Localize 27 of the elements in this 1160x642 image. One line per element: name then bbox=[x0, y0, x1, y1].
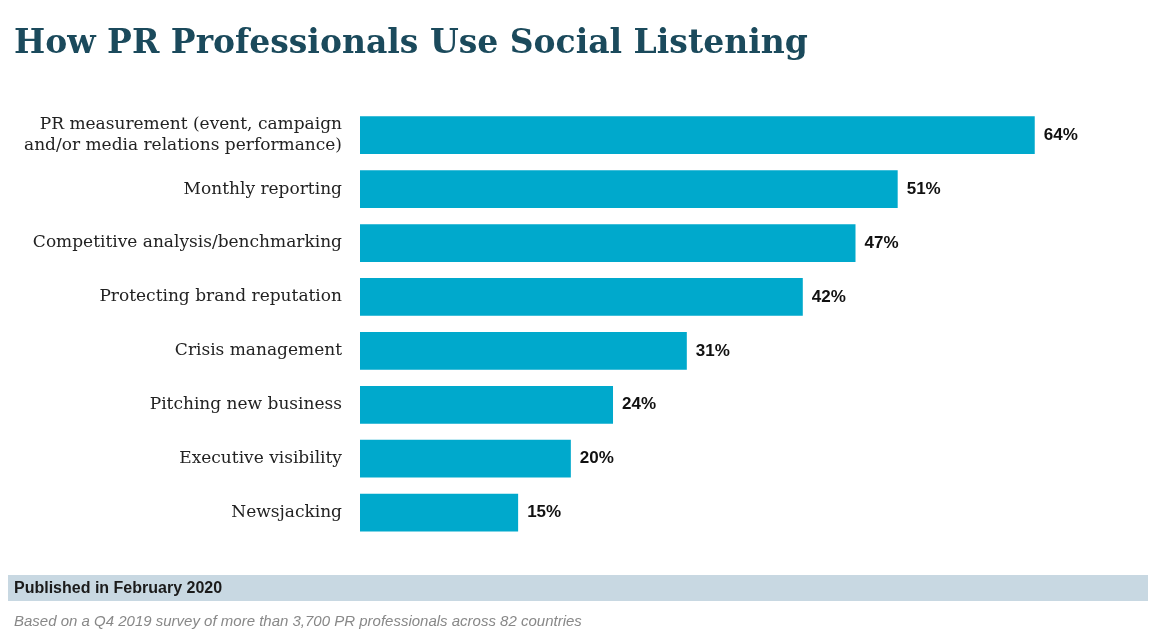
y-tick-label: Monthly reporting bbox=[183, 177, 343, 198]
bar bbox=[359, 493, 519, 532]
data-label: 51% bbox=[906, 178, 941, 198]
bar bbox=[359, 170, 898, 208]
y-tick-label: PR measurement (event, campaign and/or media relations performance) bbox=[23, 113, 343, 154]
bar bbox=[359, 331, 687, 370]
y-tick-label: Executive visibility bbox=[179, 447, 343, 468]
data-label: 64% bbox=[1043, 124, 1078, 144]
chart-title: How PR Professionals Use Social Listening bbox=[14, 22, 808, 61]
data-label: 47% bbox=[864, 232, 899, 252]
y-tick-label: Protecting brand reputation bbox=[99, 285, 343, 306]
y-tick-label: Newsjacking bbox=[231, 501, 343, 522]
data-label: 24% bbox=[622, 394, 657, 414]
y-tick-label: Competitive analysis/benchmarking bbox=[32, 231, 343, 252]
data-label: 15% bbox=[527, 502, 562, 522]
bar bbox=[359, 278, 803, 316]
text: Published in February 2020 bbox=[8, 575, 1148, 601]
y-tick-label: Crisis management bbox=[174, 339, 343, 360]
bar bbox=[359, 116, 1035, 155]
data-label: 42% bbox=[811, 286, 846, 306]
bar bbox=[359, 385, 614, 424]
bar bbox=[359, 439, 571, 478]
text: Based on a Q4 2019 survey of more than 3,700 PR professionals across 82 countries bbox=[14, 612, 582, 629]
bar bbox=[359, 224, 856, 262]
y-tick-label: Pitching new business bbox=[149, 393, 342, 414]
data-label: 31% bbox=[695, 340, 730, 360]
data-label: 20% bbox=[579, 448, 614, 468]
